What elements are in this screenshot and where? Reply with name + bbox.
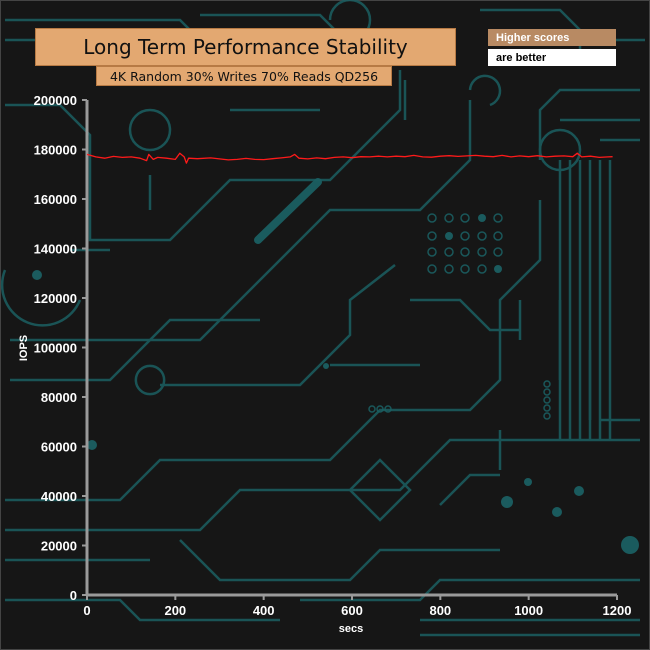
y-tick-label: 80000 [41,390,77,405]
y-tick-label: 20000 [41,539,77,554]
x-tick-label: 400 [253,603,275,618]
x-tick-label: 1200 [603,603,632,618]
y-tick-label: 120000 [34,291,77,306]
x-tick-labels: 0 200 400 600 800 1000 1200 [83,595,631,618]
note-higher-scores: Higher scores [488,29,616,46]
y-tick-label: 60000 [41,440,77,455]
y-tick-label: 40000 [41,489,77,504]
x-axis-label: secs [339,623,363,635]
series-lines [86,152,613,164]
chart-title: Long Term Performance Stability [35,28,456,66]
y-tick-label: 100000 [34,341,77,356]
chart-subtitle: 4K Random 30% Writes 70% Reads QD256 [96,66,392,86]
y-axis-label: IOPS [18,335,30,361]
x-tick-label: 200 [164,603,186,618]
series-line-0 [86,152,613,164]
y-tick-label: 200000 [34,93,77,108]
axes [85,100,617,597]
note-are-better: are better [488,49,616,66]
y-tick-label: 180000 [34,143,77,158]
y-tick-label: 140000 [34,242,77,257]
x-tick-label: 0 [83,603,90,618]
x-tick-label: 800 [429,603,451,618]
x-tick-label: 600 [341,603,363,618]
y-tick-labels: 0 20000 40000 60000 80000 100000 120000 140000 1… [34,93,87,603]
y-tick-label: 160000 [34,192,77,207]
y-tick-label: 0 [70,588,77,603]
x-tick-label: 1000 [514,603,543,618]
